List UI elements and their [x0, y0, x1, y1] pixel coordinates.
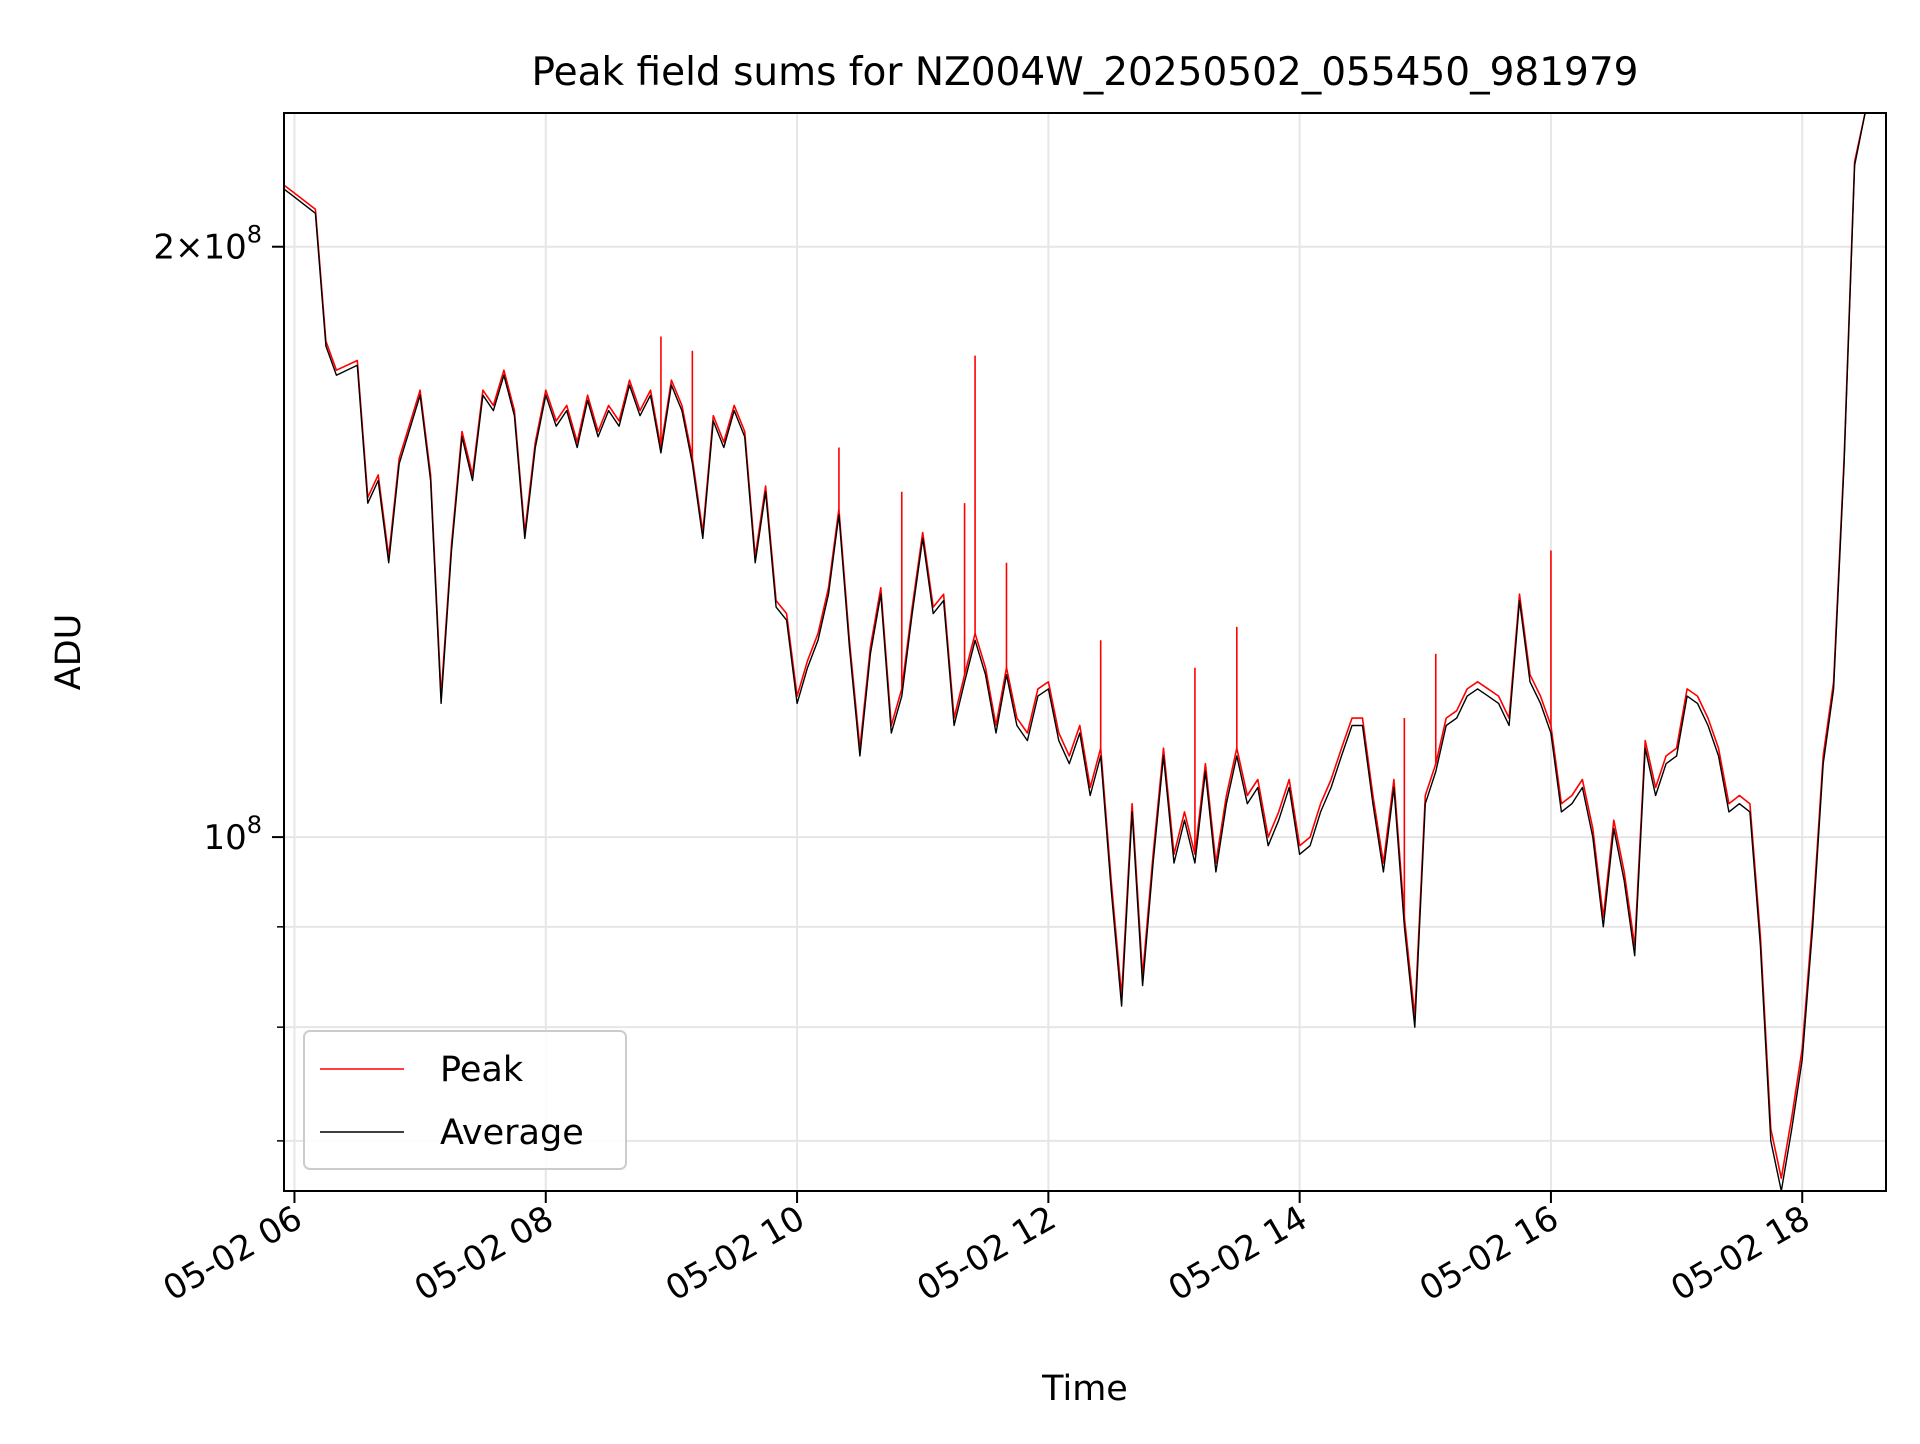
chart-title: Peak field sums for NZ004W_20250502_0554…: [532, 50, 1639, 95]
x-axis-label: Time: [1041, 1369, 1128, 1409]
legend-peak-label: Peak: [440, 1050, 524, 1090]
legend-average-label: Average: [440, 1113, 584, 1153]
legend-box: [303, 1030, 627, 1170]
y-tick-label: 2×108: [153, 221, 262, 268]
series-line-peak: [283, 112, 1866, 1179]
plot-area-frame: [283, 112, 1887, 1192]
y-tick-label: 108: [203, 811, 262, 858]
y-axis-label: ADU: [49, 614, 89, 691]
series-line-average: [283, 112, 1866, 1192]
y-axis-ticks: 108 2×108: [153, 221, 284, 1142]
legend: Peak Average: [303, 1030, 627, 1170]
grid-lines: [284, 113, 1886, 1191]
series-lines: [283, 112, 1866, 1192]
